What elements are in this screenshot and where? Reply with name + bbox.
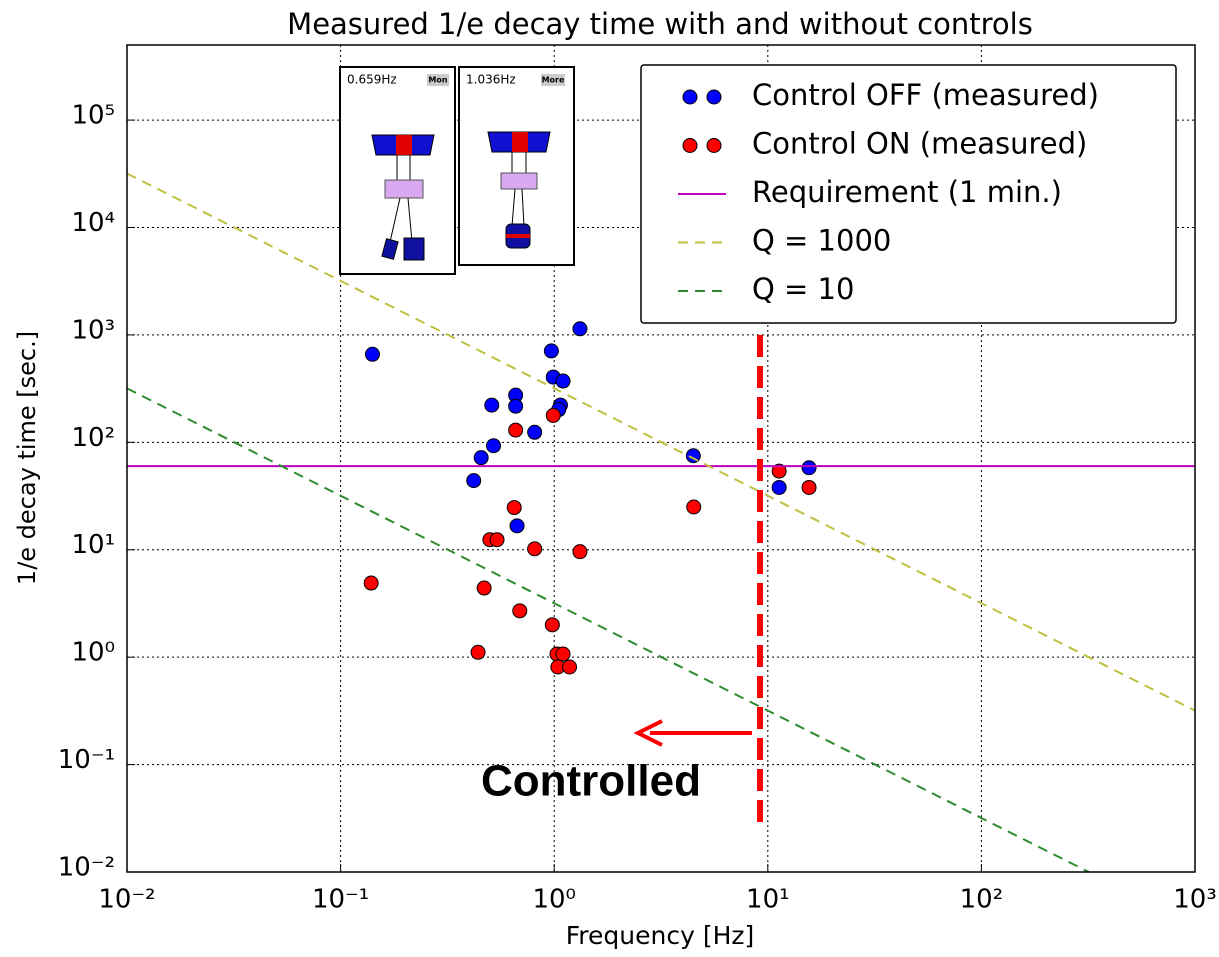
inset-shape	[403, 237, 425, 261]
inset-shape	[396, 135, 412, 155]
data-point	[572, 544, 588, 560]
legend-label: Control OFF (measured)	[752, 78, 1099, 112]
inset-button-text: Mon	[428, 76, 447, 85]
data-point	[508, 422, 524, 438]
data-point	[555, 373, 571, 389]
data-point	[685, 448, 701, 464]
legend-marker	[706, 138, 722, 153]
data-point	[545, 407, 561, 423]
inset-shape	[381, 238, 399, 260]
legend-label: Control ON (measured)	[752, 127, 1087, 161]
data-point	[512, 603, 528, 619]
legend-label: Q = 10	[752, 272, 854, 306]
inset-button-text: More	[542, 76, 565, 85]
series-line	[127, 172, 1195, 712]
inset-button	[427, 74, 449, 86]
y-axis-label: 1/e decay time [sec.]	[13, 331, 41, 585]
data-point	[484, 397, 500, 413]
legend-marker	[682, 138, 698, 153]
plot-area	[127, 172, 1195, 872]
data-point	[801, 479, 817, 495]
x-axis-label: Frequency [Hz]	[566, 921, 755, 950]
inset-label: 0.659Hz	[347, 73, 397, 87]
legend: Control OFF (measured) Control ON (measur…	[640, 64, 1177, 324]
legend-label: Q = 1000	[752, 224, 891, 258]
inset-wire	[407, 197, 413, 243]
annotation: Controlled	[481, 757, 701, 806]
x-tick-label: 10⁰	[532, 885, 576, 915]
data-point	[555, 646, 571, 662]
legend-label: Requirement (1 min.)	[752, 175, 1062, 209]
inset-frame	[339, 66, 456, 275]
inset-1: 0.659Hz Mon	[339, 66, 456, 275]
data-point	[486, 438, 502, 454]
y-tick-label: 10¹	[71, 530, 115, 560]
data-point	[544, 617, 560, 633]
data-point	[509, 518, 525, 534]
data-point	[572, 321, 588, 337]
arrow-head	[633, 719, 663, 747]
data-point	[489, 532, 505, 548]
data-point	[543, 343, 559, 359]
data-point	[801, 460, 817, 476]
inset-wire	[389, 197, 401, 243]
y-tick-label: 10⁴	[71, 208, 115, 238]
data-point	[466, 473, 482, 489]
y-tick-label: 10²	[71, 423, 115, 453]
data-point	[771, 479, 787, 495]
data-point	[506, 500, 522, 516]
legend-marker	[682, 89, 698, 105]
inset-shape	[512, 132, 528, 152]
y-tick-label: 10⁻¹	[58, 745, 115, 775]
data-point	[363, 575, 379, 591]
inset-shape	[500, 172, 538, 190]
data-point	[527, 424, 543, 440]
inset-wire	[521, 188, 525, 227]
legend-marker	[706, 89, 722, 105]
plot-frame	[126, 44, 1196, 873]
data-point	[473, 450, 489, 466]
inset-2: 1.036Hz More	[458, 66, 575, 266]
y-tick-label: 10³	[71, 315, 115, 345]
inset-shape	[384, 179, 424, 199]
x-tick-label: 10⁻¹	[312, 885, 369, 915]
data-point	[364, 346, 380, 362]
x-tick-label: 10¹	[746, 885, 790, 915]
data-point	[562, 659, 578, 675]
y-tick-label: 10⁻²	[58, 853, 115, 883]
inset-wire	[511, 188, 516, 227]
y-tick-label: 10⁰	[71, 638, 115, 668]
data-point	[686, 499, 702, 515]
chart-title: Measured 1/e decay time with and without…	[287, 7, 1033, 41]
legend-frame	[640, 64, 1177, 324]
inset-label: 1.036Hz	[466, 73, 516, 87]
data-point	[771, 463, 787, 479]
x-tick-label: 10⁻²	[98, 885, 155, 915]
data-point	[470, 644, 486, 660]
y-tick-label: 10⁵	[71, 101, 115, 131]
inset-button	[541, 74, 565, 86]
x-tick-label: 10³	[1173, 885, 1217, 915]
data-point	[476, 580, 492, 596]
x-tick-label: 10²	[960, 885, 1004, 915]
data-point	[508, 398, 524, 414]
series-line	[127, 387, 1091, 872]
data-point	[527, 541, 543, 557]
inset-shape	[506, 234, 530, 238]
